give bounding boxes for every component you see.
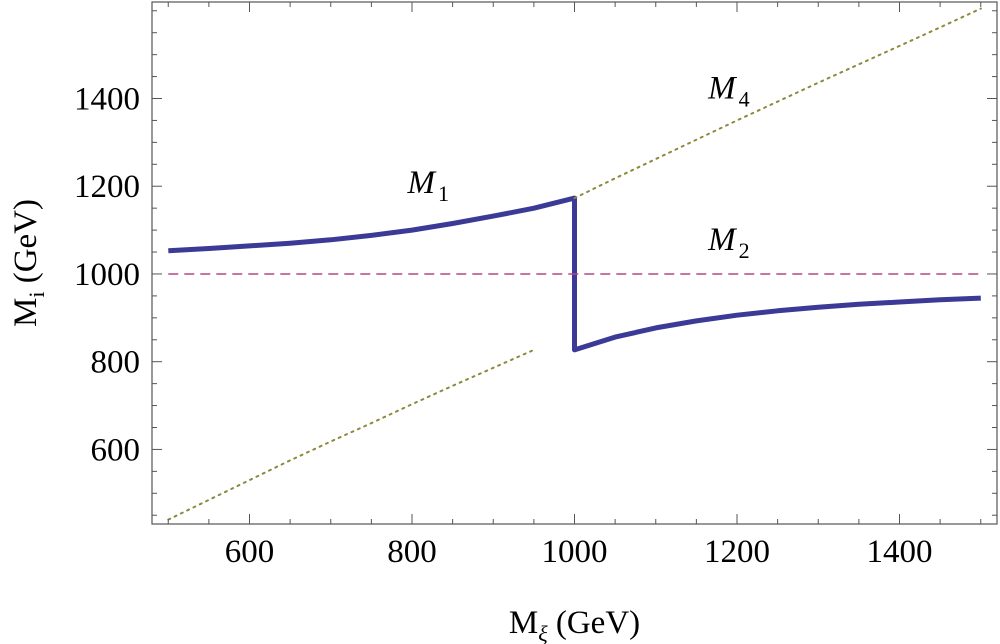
x-tick-label: 1200 bbox=[704, 534, 770, 570]
curve-label-main: M bbox=[707, 222, 737, 258]
y-tick-label: 1200 bbox=[74, 169, 140, 205]
y-tick-label: 1400 bbox=[74, 82, 140, 118]
curve-label-sub: 2 bbox=[739, 238, 750, 263]
x-axis-label-unit: (GeV) bbox=[548, 605, 641, 641]
y-tick-label: 800 bbox=[91, 345, 141, 381]
y-axis-label: Mi (GeV) bbox=[8, 199, 49, 327]
series-m4-dotted-lower-branch bbox=[167, 348, 535, 521]
y-axis-label-sub: i bbox=[24, 292, 49, 298]
y-axis-label-unit: (GeV) bbox=[8, 199, 44, 292]
x-axis-label-sub: ξ bbox=[538, 621, 548, 644]
y-tick-label: 1000 bbox=[74, 257, 140, 293]
x-tick-label: 1000 bbox=[542, 534, 608, 570]
curve-label-sub: 4 bbox=[739, 87, 750, 112]
x-tick-label: 600 bbox=[225, 534, 275, 570]
x-tick-label: 1400 bbox=[867, 534, 933, 570]
y-tick-label: 600 bbox=[91, 432, 141, 468]
series-m4-dotted-upper-branch bbox=[573, 7, 982, 200]
x-axis-label: Mξ (GeV) bbox=[509, 605, 640, 644]
curve-label-sub: 1 bbox=[438, 181, 449, 206]
curve-label-main: M bbox=[407, 165, 437, 201]
x-axis-label-main: M bbox=[509, 605, 538, 641]
curve-label-main: M bbox=[707, 71, 737, 107]
y-axis-label-main: M bbox=[8, 298, 44, 327]
x-tick-label: 800 bbox=[387, 534, 437, 570]
